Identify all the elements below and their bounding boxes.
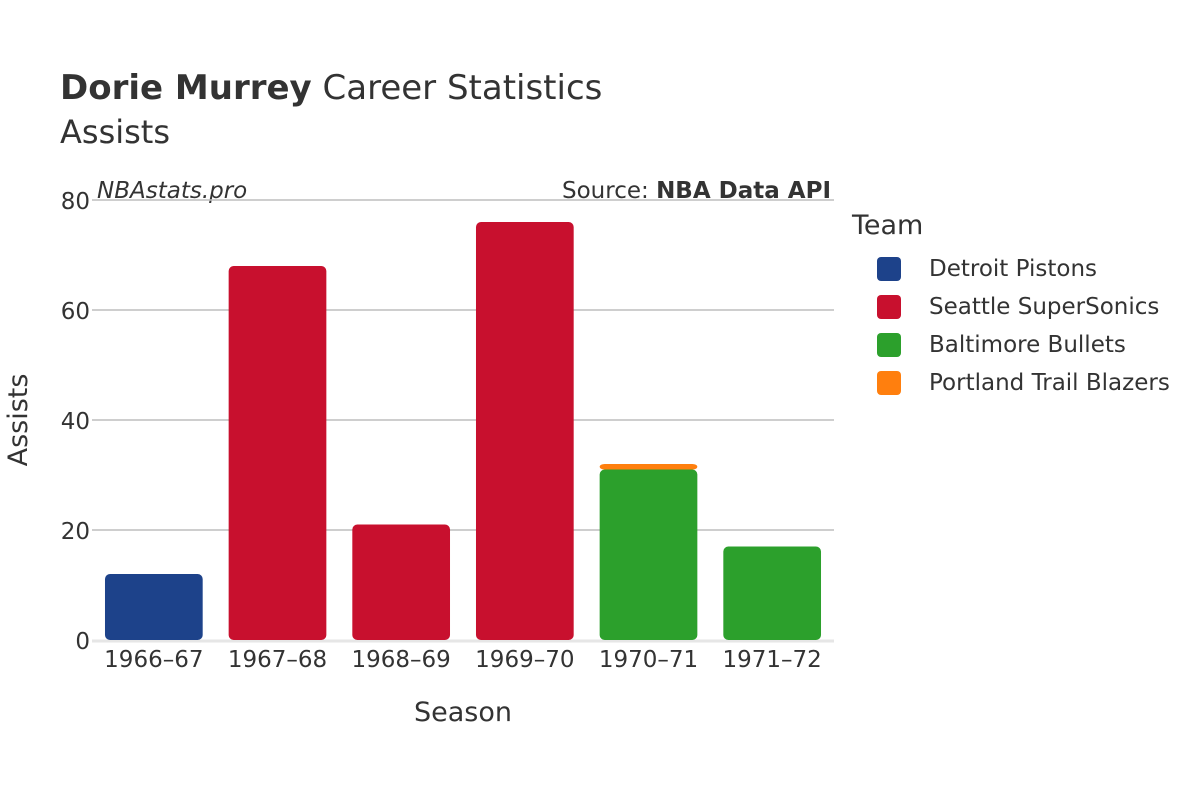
legend-item-baltimore-bullets[interactable]: Baltimore Bullets [877,326,1170,364]
gridlines [92,199,834,643]
y-tick-label: 60 [61,299,90,325]
legend-label: Baltimore Bullets [929,332,1126,358]
bar-1966–67-detroit-pistons[interactable] [104,574,203,640]
bar-1970–71-baltimore-bullets[interactable] [599,469,698,641]
x-tick-label: 1971–72 [723,647,822,673]
x-tick-label: 1966–67 [104,647,203,673]
x-tick-label: 1968–69 [352,647,451,673]
legend-swatch [877,333,901,357]
bar-1967–68-seattle-supersonics[interactable] [228,266,327,640]
x-tick-label: 1967–68 [228,647,327,673]
x-tick-label: 1970–71 [599,647,698,673]
title-suffix: Career Statistics [311,68,603,108]
y-tick-label: 40 [61,409,90,435]
y-tick-label: 20 [61,519,90,545]
y-tick-label: 0 [75,629,90,655]
chart-title: Dorie Murrey Career Statistics [60,68,602,108]
y-axis-label: Assists [3,374,34,467]
x-axis-label: Season [414,697,512,728]
bar-1970–71-portland-trail-blazers[interactable] [599,464,698,470]
legend-label: Detroit Pistons [929,256,1098,282]
player-name: Dorie Murrey [60,68,312,108]
chart-subtitle: Assists [60,113,171,151]
legend-swatch [877,295,901,319]
bars [104,222,822,641]
legend-label: Portland Trail Blazers [929,370,1170,396]
y-tick-label: 80 [61,189,90,215]
legend-item-detroit-pistons[interactable]: Detroit Pistons [877,250,1170,288]
bar-1969–70-seattle-supersonics[interactable] [475,222,574,640]
legend-item-portland-trail-blazers[interactable]: Portland Trail Blazers [877,364,1170,402]
legend-item-seattle-supersonics[interactable]: Seattle SuperSonics [877,288,1170,326]
bar-1971–72-baltimore-bullets[interactable] [723,546,822,641]
legend-swatch [877,371,901,395]
x-tick-labels: 1966–67 1967–68 1968–69 1969–70 1970–71 1971–… [104,647,822,673]
y-tick-labels: 0 20 40 60 80 [61,189,90,655]
legend: Detroit Pistons Seattle SuperSonics Balt… [877,250,1170,402]
legend-swatch [877,257,901,281]
bar-1968–69-seattle-supersonics[interactable] [352,524,451,641]
legend-title: Team [852,210,924,241]
x-tick-label: 1969–70 [475,647,574,673]
legend-label: Seattle SuperSonics [929,294,1160,320]
